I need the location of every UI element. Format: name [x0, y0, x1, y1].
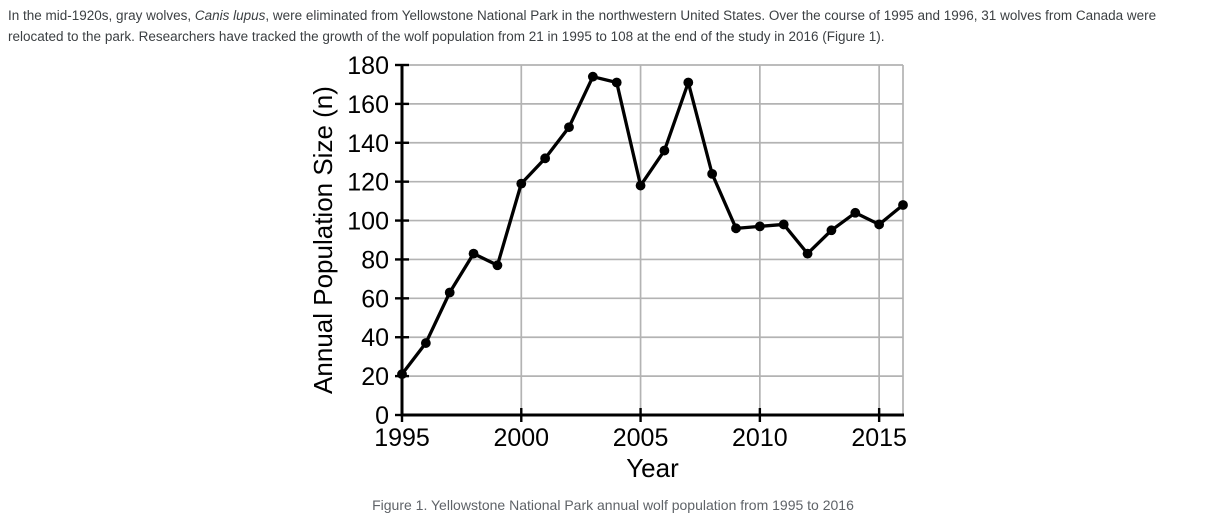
wolf-population-figure: 0 20 40 60 80 100 120 140 160 180 1995 2000 2005 2010…	[310, 50, 916, 513]
y-tick-label: 60	[361, 285, 389, 313]
intro-paragraph: In the mid-1920s, gray wolves, Canis lup…	[8, 5, 1204, 47]
population-line	[400, 75, 905, 376]
data-point-2000	[516, 178, 527, 189]
x-tick-label: 1995	[374, 424, 430, 452]
data-point-2014	[850, 207, 861, 218]
data-point-2005	[635, 180, 646, 191]
y-axis-title: Annual Population Size (n)	[310, 86, 338, 394]
data-point-2001	[540, 153, 551, 164]
data-point-1999	[492, 260, 503, 271]
intro-text-after-species: , were eliminated from Yellowstone Natio…	[265, 8, 1157, 23]
species-name-italic: Canis lupus	[194, 8, 266, 23]
data-point-2010	[754, 221, 765, 232]
data-point-2015	[874, 219, 885, 230]
y-tick-label: 100	[347, 208, 389, 236]
data-point-1996	[420, 338, 431, 348]
intro-line-2: relocated to the park. Researchers have …	[8, 29, 885, 44]
y-tick-label: 80	[361, 246, 389, 274]
data-point-1998	[468, 248, 479, 259]
x-tick-label: 2010	[732, 424, 788, 452]
x-axis-title: Year	[626, 453, 679, 483]
x-tick-label: 2005	[613, 424, 669, 452]
data-point-2012	[802, 248, 813, 259]
figure-caption: Figure 1. Yellowstone National Park annu…	[372, 497, 854, 513]
data-point-2007	[683, 77, 694, 88]
intro-line-1: In the mid-1920s, gray wolves, Canis lup…	[8, 5, 1204, 26]
x-tick-label: 2015	[851, 424, 907, 452]
data-point-2003	[587, 71, 598, 82]
data-point-2008	[707, 168, 718, 179]
y-tick-label: 160	[347, 91, 389, 119]
y-tick-label: 180	[347, 52, 389, 80]
data-point-2009	[731, 223, 741, 234]
data-point-2002	[564, 122, 574, 133]
y-tick-label: 20	[361, 363, 389, 391]
data-point-2013	[826, 225, 837, 236]
data-point-2016	[898, 200, 908, 210]
x-tick-label: 2000	[493, 424, 549, 452]
data-point-2011	[778, 219, 789, 230]
y-tick-label: 120	[347, 169, 389, 197]
data-point-2004	[611, 77, 622, 88]
data-point-1997	[444, 287, 455, 298]
wolf-population-chart: 0 20 40 60 80 100 120 140 160 180 1995 2000 2005 2010…	[310, 52, 908, 483]
intro-text-before-species: In the mid-1920s, gray wolves,	[8, 8, 195, 23]
y-tick-label: 140	[347, 130, 389, 158]
y-tick-label: 40	[361, 324, 389, 352]
data-point-2006	[659, 145, 670, 156]
data-point-1995	[397, 369, 407, 380]
y-tick-label: 0	[375, 402, 389, 430]
